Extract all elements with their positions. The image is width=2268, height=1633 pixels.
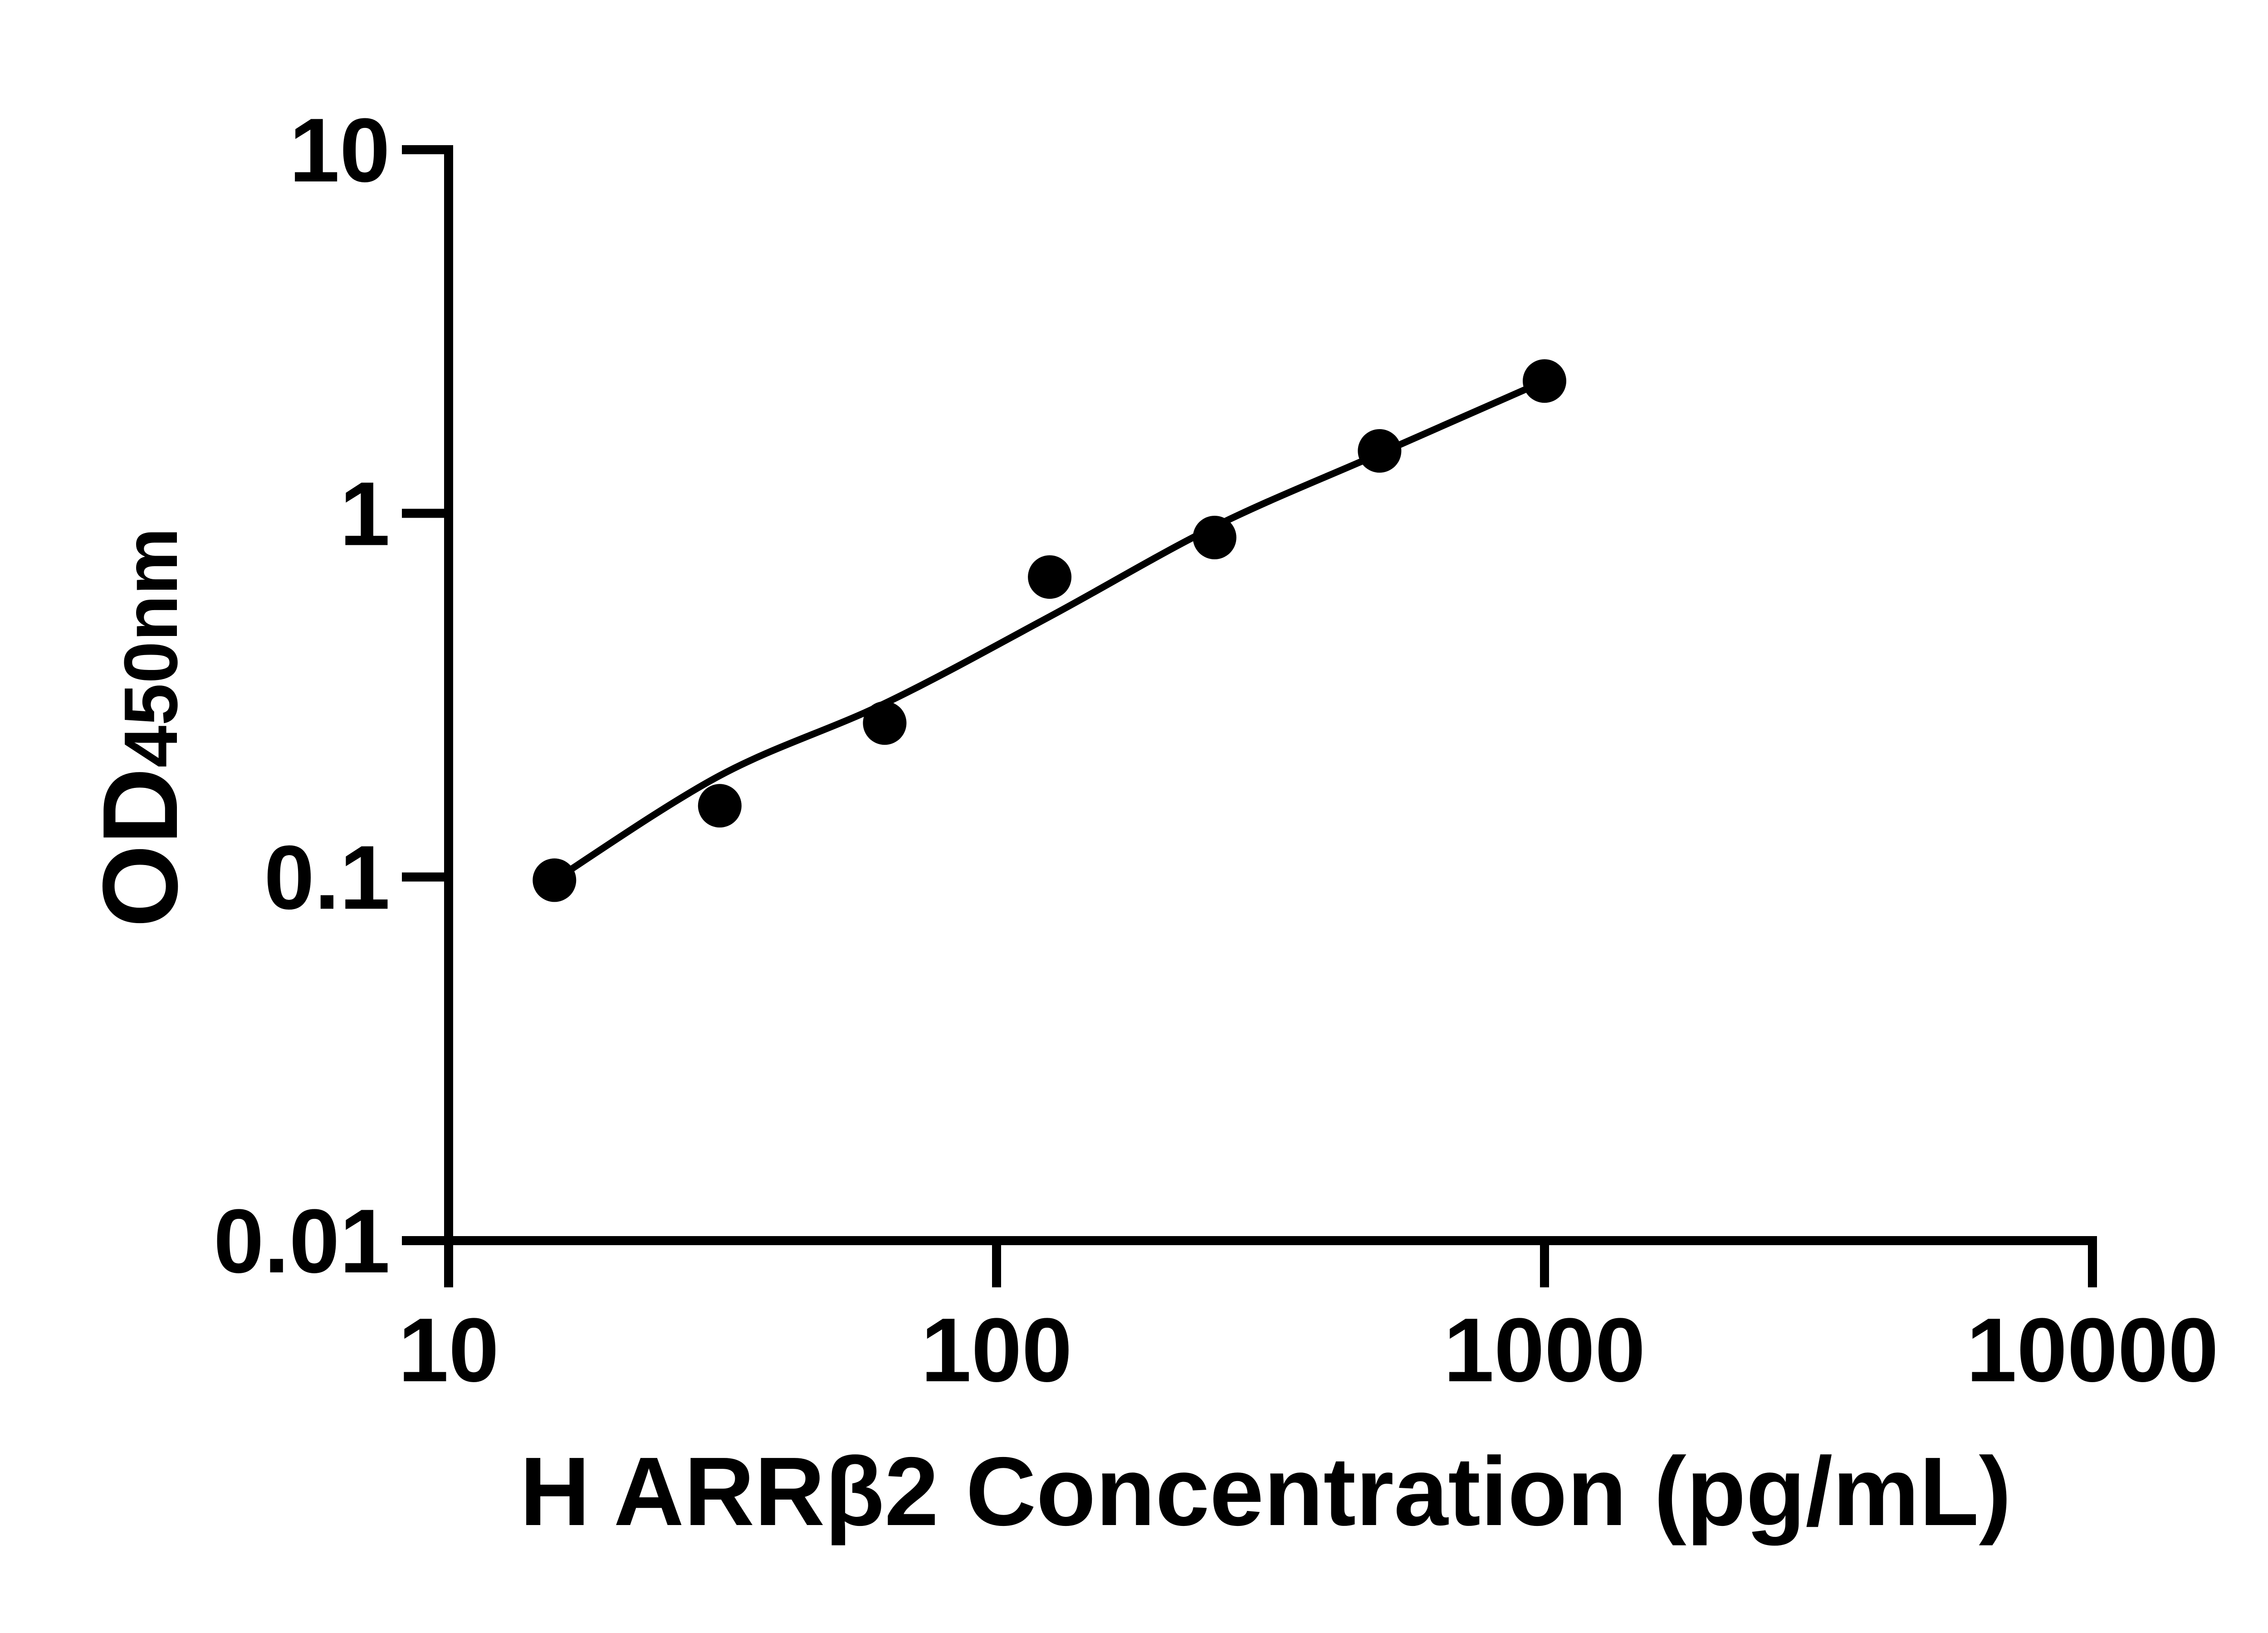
data-point	[1028, 555, 1072, 599]
data-point	[863, 701, 907, 745]
y-tick-label-0.1: 0.1	[264, 827, 390, 928]
x-axis-title: H ARRβ2 Concentration (pg/mL)	[520, 1437, 2011, 1546]
data-point	[1523, 359, 1566, 403]
data-points	[533, 359, 1566, 902]
y-axis-title: OD450nm	[80, 528, 200, 928]
x-axis-tick-labels: 10 100 1000 10000	[398, 1300, 2219, 1401]
y-axis-title-main: OD	[80, 768, 200, 928]
y-axis-title-sub: 450nm	[109, 528, 193, 768]
data-point	[1358, 429, 1402, 473]
y-tick-label-0.01: 0.01	[214, 1191, 390, 1292]
y-tick-label-10: 10	[289, 100, 390, 201]
x-tick-label-1000: 1000	[1444, 1300, 1646, 1401]
data-point	[533, 858, 577, 902]
x-axis-ticks	[444, 1241, 2097, 1287]
axis-lines	[444, 145, 2097, 1245]
data-point	[698, 784, 742, 828]
data-point	[1193, 516, 1237, 559]
x-tick-label-10: 10	[398, 1300, 499, 1401]
x-tick-label-100: 100	[921, 1300, 1072, 1401]
y-axis-ticks	[402, 145, 449, 1245]
y-tick-label-1: 1	[340, 464, 390, 565]
x-tick-label-10000: 10000	[1966, 1300, 2219, 1401]
y-axis-tick-labels: 10 1 0.1 0.01	[214, 100, 390, 1292]
